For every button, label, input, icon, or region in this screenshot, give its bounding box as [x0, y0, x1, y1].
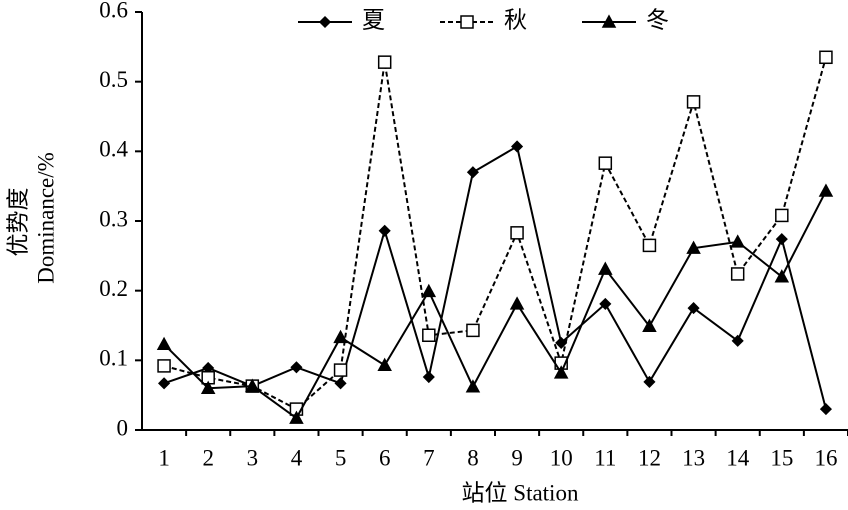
marker	[555, 336, 568, 349]
marker	[422, 328, 436, 343]
marker	[466, 166, 479, 179]
marker	[598, 156, 613, 170]
y-tick-label: 0.1	[99, 346, 128, 371]
marker	[333, 329, 348, 344]
marker	[686, 240, 701, 254]
legend-label: 冬	[646, 7, 669, 32]
marker	[730, 267, 745, 281]
marker	[333, 363, 348, 377]
marker	[643, 375, 656, 388]
marker	[686, 95, 701, 109]
x-tick-label: 16	[814, 445, 837, 470]
legend-marker	[601, 14, 617, 28]
x-tick-label: 13	[682, 445, 705, 470]
series-line	[163, 144, 827, 410]
marker	[156, 336, 172, 351]
marker	[421, 283, 437, 298]
marker	[290, 361, 303, 374]
y-tick-label: 0	[117, 415, 129, 440]
marker	[245, 378, 260, 392]
marker	[511, 140, 524, 153]
marker	[553, 365, 569, 379]
x-tick-label: 11	[594, 445, 616, 470]
legend-marker	[318, 15, 332, 29]
marker	[465, 379, 481, 393]
marker	[819, 50, 833, 65]
x-tick-label: 3	[247, 445, 259, 470]
marker	[158, 377, 171, 390]
marker	[774, 269, 790, 283]
marker	[378, 224, 391, 237]
marker	[819, 403, 832, 416]
marker	[377, 357, 392, 371]
marker	[289, 410, 304, 424]
marker	[509, 296, 525, 310]
y-tick-label: 0.5	[99, 67, 128, 92]
x-tick-label: 1	[158, 445, 170, 470]
x-tick-label: 8	[467, 445, 479, 470]
marker	[818, 183, 834, 197]
x-axis-label: 站位 Station	[462, 480, 579, 505]
series-line	[163, 57, 827, 411]
marker	[598, 261, 613, 275]
x-tick-label: 14	[726, 445, 750, 470]
marker	[775, 233, 788, 246]
legend-label: 秋	[504, 7, 527, 32]
marker	[510, 226, 524, 240]
marker	[731, 334, 744, 347]
marker	[775, 208, 789, 223]
y-tick-label: 0.6	[99, 0, 128, 22]
x-tick-label: 2	[202, 445, 214, 470]
legend-marker	[460, 15, 474, 29]
x-tick-label: 15	[770, 445, 793, 470]
marker	[334, 377, 347, 390]
legend-label: 夏	[362, 7, 385, 32]
y-axis-label: Dominance/%	[33, 152, 58, 284]
marker	[422, 370, 435, 384]
x-tick-label: 9	[511, 445, 523, 470]
x-tick-label: 5	[335, 445, 347, 470]
marker	[642, 238, 657, 253]
x-tick-label: 7	[423, 445, 435, 470]
y-tick-label: 0.2	[99, 276, 128, 301]
marker	[377, 55, 392, 69]
marker	[599, 297, 612, 310]
y-tick-label: 0.3	[99, 206, 128, 231]
x-tick-label: 6	[379, 445, 391, 470]
series-line	[163, 190, 827, 420]
marker	[466, 323, 480, 338]
marker	[157, 359, 171, 373]
y-tick-label: 0.4	[99, 137, 128, 162]
x-tick-label: 4	[291, 445, 303, 470]
marker	[200, 380, 216, 394]
marker	[730, 234, 745, 248]
y-axis-label: 优势度	[5, 188, 30, 257]
marker	[642, 318, 657, 332]
marker	[687, 302, 700, 315]
x-tick-label: 12	[638, 445, 661, 470]
x-tick-label: 10	[550, 445, 573, 470]
